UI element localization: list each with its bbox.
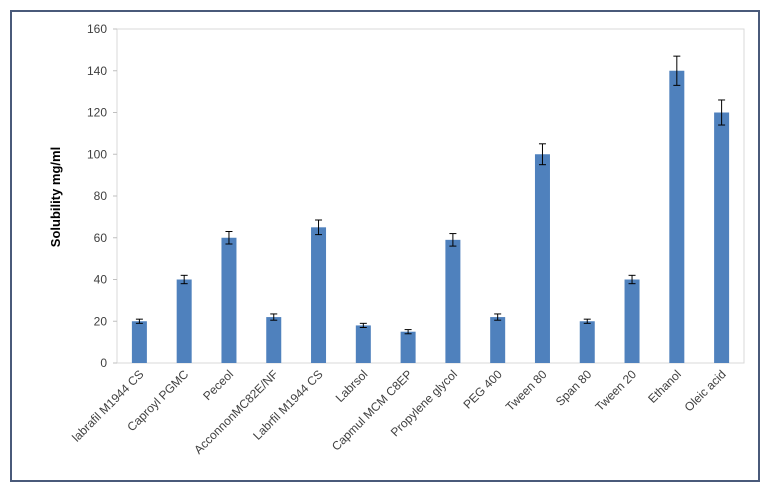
x-tick-label: Peceol: [200, 367, 236, 403]
y-tick-label: 160: [87, 22, 107, 36]
x-tick-label: Capmul MCM C8EP: [329, 367, 415, 453]
x-tick-label: AcconnonMC82E/NF: [191, 367, 281, 457]
x-tick-label: Oleic acid: [682, 367, 729, 414]
bar: [490, 317, 506, 363]
x-tick-label: Ethanol: [645, 367, 684, 406]
y-axis-label: Solubility mg/ml: [48, 147, 63, 247]
x-tick-label: Span 80: [553, 367, 595, 409]
y-tick-label: 80: [94, 189, 108, 203]
x-tick-label: PEG 400: [460, 367, 505, 412]
bar: [176, 279, 192, 363]
bar: [355, 325, 371, 363]
plot-area: [116, 28, 745, 364]
error-bars: [135, 55, 726, 335]
y-tick-label: 60: [94, 231, 108, 245]
bar: [221, 237, 237, 363]
bars: [131, 70, 730, 363]
y-tick-label: 20: [94, 314, 108, 328]
bar: [131, 321, 147, 363]
y-tick-label: 0: [100, 356, 107, 370]
bar-chart: 0 20 40 60 80 100 120 140 160 labrafil M1944 CSC…: [48, 22, 745, 457]
bar: [624, 279, 640, 363]
bar: [400, 331, 416, 363]
x-tick-label: Tween 80: [503, 367, 550, 414]
y-tick-label: 140: [87, 64, 107, 78]
y-axis-ticks: 0 20 40 60 80 100 120 140 160: [87, 22, 117, 370]
y-tick-label: 120: [87, 106, 107, 120]
bar: [266, 317, 282, 363]
bar: [445, 239, 461, 363]
chart-frame: 0 20 40 60 80 100 120 140 160 labrafil M1944 CS C…: [10, 10, 760, 482]
bar: [669, 70, 685, 363]
x-tick-label: Tween 20: [592, 367, 639, 414]
bar: [311, 227, 327, 363]
bar: [714, 112, 730, 363]
bar: [534, 154, 550, 363]
y-tick-label: 40: [94, 273, 108, 287]
x-tick-label: Labrsol: [333, 367, 371, 405]
y-tick-label: 100: [87, 147, 107, 161]
bar: [579, 321, 595, 363]
